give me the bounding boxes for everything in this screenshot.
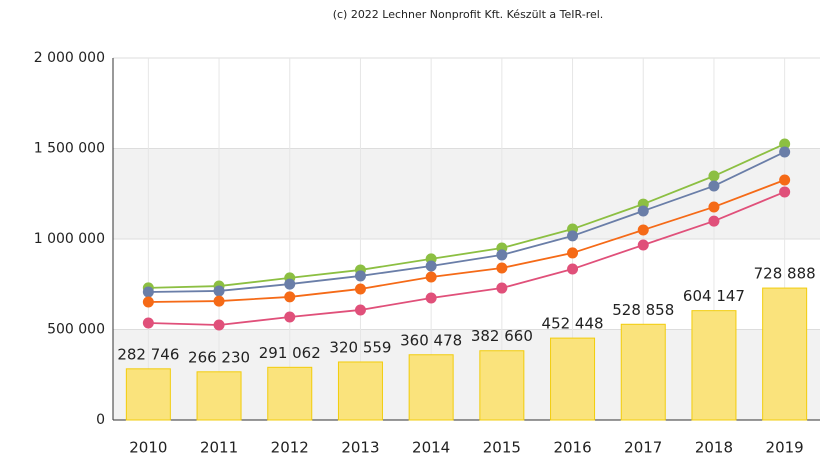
bar-label: 452 448 [542,315,604,333]
y-tick-label: 0 [96,412,105,428]
y-tick-label: 2 000 000 [34,50,105,66]
line-point [213,319,225,331]
line-point [567,247,579,259]
line-point [284,278,296,290]
line-point [354,283,366,295]
line-point [142,296,154,308]
line-point [708,170,720,182]
bar [125,368,171,421]
x-tick-label: 2011 [200,439,238,457]
line-point [213,285,225,297]
credit: (c) 2022 Lechner Nonprofit Kft. Készült … [333,8,604,21]
bar [196,371,242,421]
bar-label: 728 888 [754,265,816,283]
line-point [637,205,649,217]
x-tick-label: 2018 [695,439,733,457]
bar [267,366,313,421]
bar [550,337,596,421]
line-point [354,270,366,282]
bar [337,361,383,421]
line-point [425,271,437,283]
line-point [567,263,579,275]
line [148,179,785,303]
y-tick-label: 1 500 000 [34,141,105,157]
line [148,151,786,293]
bar [479,350,525,421]
bar-label: 528 858 [612,301,674,319]
x-tick-label: 2016 [553,439,591,457]
x-tick-label: 2012 [271,439,309,457]
line-point [637,224,649,236]
line-point [284,311,296,323]
x-tick-label: 2013 [341,439,379,457]
line-point [637,239,649,251]
bar-label: 382 660 [471,327,533,345]
x-tick-label: 2017 [624,439,662,457]
bar-label: 291 062 [259,344,321,362]
line-point [142,317,154,329]
x-tick-label: 2010 [129,439,167,457]
bar-label: 604 147 [683,287,745,305]
line-point [142,286,154,298]
bar [408,354,454,421]
line-point [213,295,225,307]
y-tick-label: 1 000 000 [34,231,105,247]
line-point [425,260,437,272]
line-point [496,282,508,294]
line-point [567,230,579,242]
x-tick-label: 2019 [766,439,804,457]
bar-label: 282 746 [117,345,179,363]
x-tick-label: 2015 [483,439,521,457]
line-point [354,304,366,316]
bar [691,310,737,421]
line [148,191,785,326]
line-point [779,146,791,158]
line-point [496,249,508,261]
y-tick-label: 500 000 [47,322,105,338]
line-point [425,292,437,304]
line-point [779,174,791,186]
bar-label: 360 478 [400,331,462,349]
bar-label: 266 230 [188,348,250,366]
line-point [779,186,791,198]
bar-label: 320 559 [329,338,391,356]
line [148,143,786,289]
bar [620,323,666,421]
line-point [779,138,791,150]
line-point [496,262,508,274]
plot-band [113,148,820,239]
line-point [708,180,720,192]
line-point [284,291,296,303]
bar [762,287,808,421]
line-point [708,201,720,213]
x-tick-label: 2014 [412,439,450,457]
line-point [708,215,720,227]
